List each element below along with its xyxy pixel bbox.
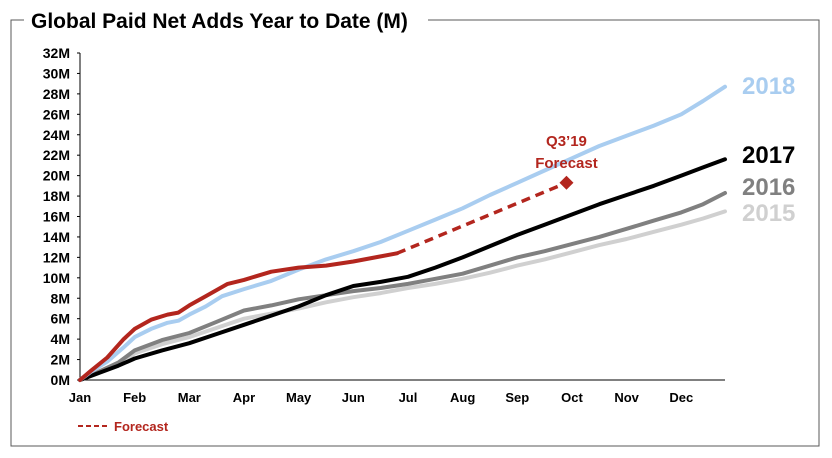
x-tick-label: Aug xyxy=(450,390,475,405)
y-tick-label: 16M xyxy=(43,209,70,225)
y-tick-label: 10M xyxy=(43,270,70,286)
legend-forecast-label: Forecast xyxy=(114,419,169,434)
x-tick-label: Jul xyxy=(399,390,418,405)
title-background xyxy=(24,5,428,37)
series-lines xyxy=(78,84,727,382)
series-line-2018 xyxy=(78,84,727,382)
annotations: Q3’19 Forecast xyxy=(535,133,598,190)
series-label-2017: 2017 xyxy=(742,142,795,169)
y-tick-label: 24M xyxy=(43,127,70,143)
x-tick-label: Apr xyxy=(233,390,255,405)
y-tick-label: 20M xyxy=(43,168,70,184)
series-label-2015: 2015 xyxy=(742,200,795,227)
forecast-marker xyxy=(559,175,574,190)
chart-frame xyxy=(10,19,820,447)
y-tick-label: 18M xyxy=(43,188,70,204)
y-tick-label: 8M xyxy=(51,290,70,306)
y-tick-label: 30M xyxy=(43,65,70,81)
y-tick-label: 26M xyxy=(43,106,70,122)
series-line-2015 xyxy=(78,209,727,382)
x-tick-label: May xyxy=(286,390,312,405)
y-tick-label: 4M xyxy=(51,331,70,347)
x-tick-label: Sep xyxy=(505,390,529,405)
legend: Forecast xyxy=(78,419,169,434)
y-tick-label: 12M xyxy=(43,249,70,265)
y-axis-labels: 0M 2M 4M 6M 8M 10M 12M 14M 16M 18M 20M 22M 24M 26M 28M… xyxy=(43,45,80,388)
y-tick-label: 0M xyxy=(51,372,70,388)
y-tick-label: 14M xyxy=(43,229,70,245)
forecast-annotation-line: Q3’19 xyxy=(546,133,587,150)
y-tick-label: 22M xyxy=(43,147,70,163)
series-label-2016: 2016 xyxy=(742,174,795,201)
series-line-2019 xyxy=(78,251,399,382)
x-tick-label: Jan xyxy=(69,390,91,405)
x-tick-label: Mar xyxy=(178,390,201,405)
x-axis-labels: Jan Feb Mar Apr May Jun Jul Aug Sep Oct Nov Dec xyxy=(69,390,693,405)
x-tick-label: Dec xyxy=(669,390,693,405)
series-line-2017 xyxy=(78,157,727,382)
y-tick-label: 32M xyxy=(43,45,70,61)
series-label-2018: 2018 xyxy=(742,73,795,100)
series-line-2016 xyxy=(78,191,727,382)
y-tick-label: 6M xyxy=(51,311,70,327)
chart-title: Global Paid Net Adds Year to Date (M) xyxy=(31,10,408,33)
x-tick-label: Feb xyxy=(123,390,146,405)
y-tick-label: 28M xyxy=(43,86,70,102)
series-line-forecast xyxy=(396,181,568,255)
x-tick-label: Nov xyxy=(614,390,639,405)
forecast-annotation-line: Forecast xyxy=(535,155,598,172)
y-tick-label: 2M xyxy=(51,352,70,368)
x-tick-label: Oct xyxy=(561,390,583,405)
x-tick-label: Jun xyxy=(342,390,365,405)
